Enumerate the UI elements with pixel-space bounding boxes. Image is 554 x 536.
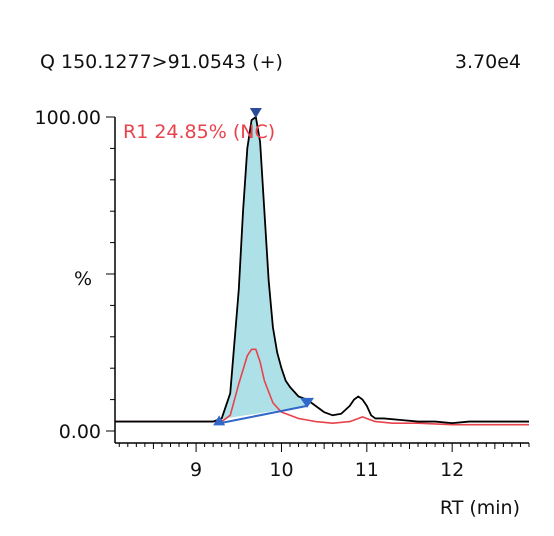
transition-label: Q 150.1277>91.0543 (+) xyxy=(40,51,283,73)
x-tick-label: 10 xyxy=(269,459,293,481)
x-tick-label: 9 xyxy=(190,459,202,481)
integrated-peak-area xyxy=(219,117,308,420)
peak-annotation: R1 24.85% (NC) xyxy=(123,121,275,143)
x-axis-label: RT (min) xyxy=(440,497,520,519)
x-tick-label: 12 xyxy=(440,459,464,481)
integration-baseline xyxy=(218,404,308,425)
y-tick-label: 100.00 xyxy=(35,107,101,129)
plot-area xyxy=(115,108,529,426)
max-intensity-label: 3.70e4 xyxy=(455,51,521,73)
x-tick-label: 11 xyxy=(355,459,379,481)
peak-start-marker xyxy=(213,415,226,426)
peak-apex-marker xyxy=(249,108,262,118)
chromatogram-trace xyxy=(115,116,529,425)
y-axis-label: % xyxy=(74,268,92,290)
peak-end-marker xyxy=(300,397,315,408)
reference-trace xyxy=(115,348,529,426)
y-tick-label: 0.00 xyxy=(59,421,101,443)
axis-ticks: 9 10 11 12 100.00 0.00 xyxy=(35,107,530,481)
